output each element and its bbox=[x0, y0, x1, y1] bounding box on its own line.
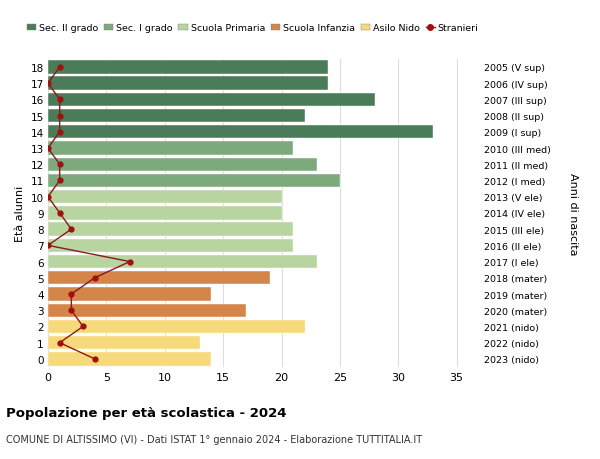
Y-axis label: Anni di nascita: Anni di nascita bbox=[568, 172, 578, 255]
Bar bbox=[48, 142, 293, 155]
Bar bbox=[48, 320, 305, 333]
Legend: Sec. II grado, Sec. I grado, Scuola Primaria, Scuola Infanzia, Asilo Nido, Stran: Sec. II grado, Sec. I grado, Scuola Prim… bbox=[27, 24, 479, 34]
Text: Popolazione per età scolastica - 2024: Popolazione per età scolastica - 2024 bbox=[6, 406, 287, 419]
Bar bbox=[48, 255, 317, 269]
Bar bbox=[48, 126, 433, 139]
Y-axis label: Età alunni: Età alunni bbox=[15, 185, 25, 241]
Bar bbox=[48, 272, 270, 285]
Bar bbox=[48, 94, 375, 107]
Bar bbox=[48, 288, 211, 301]
Bar bbox=[48, 110, 305, 123]
Bar bbox=[48, 304, 247, 317]
Bar bbox=[48, 207, 281, 220]
Bar bbox=[48, 353, 211, 366]
Bar bbox=[48, 336, 200, 350]
Bar bbox=[48, 174, 340, 188]
Bar bbox=[48, 77, 328, 90]
Bar bbox=[48, 190, 281, 204]
Bar bbox=[48, 158, 317, 172]
Bar bbox=[48, 61, 328, 74]
Bar bbox=[48, 223, 293, 236]
Text: COMUNE DI ALTISSIMO (VI) - Dati ISTAT 1° gennaio 2024 - Elaborazione TUTTITALIA.: COMUNE DI ALTISSIMO (VI) - Dati ISTAT 1°… bbox=[6, 434, 422, 444]
Bar bbox=[48, 239, 293, 252]
